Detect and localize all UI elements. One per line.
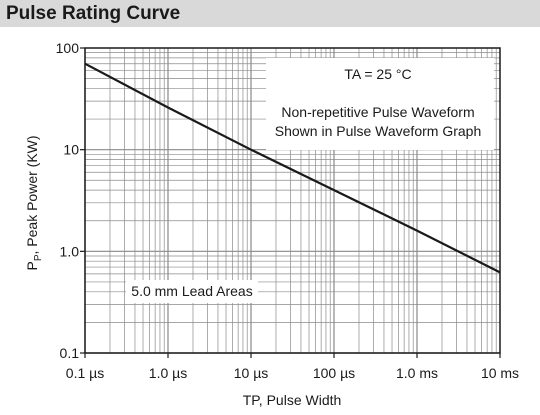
chart-header: Pulse Rating Curve: [0, 0, 540, 27]
y-tick-label: 10: [63, 142, 79, 158]
y-axis-label-sub: P: [33, 254, 44, 261]
annotation-box-lead: [126, 280, 258, 303]
x-tick-label: 1.0 µs: [149, 365, 187, 381]
y-axis-label-p: P: [24, 261, 40, 270]
y-axis-label: PP, Peak Power (KW): [24, 135, 44, 270]
annotation-boxes: [126, 58, 494, 303]
annotation-lead-areas: 5.0 mm Lead Areas: [131, 283, 252, 299]
y-tick-label: 1.0: [60, 243, 80, 259]
annotation-temperature: TA = 25 °C: [344, 66, 411, 82]
annotation-waveform-line1: Non-repetitive Pulse Waveform: [281, 104, 474, 120]
x-tick-label: 0.1 µs: [66, 365, 104, 381]
series-line-peak-power: [84, 62, 501, 274]
annotation-box-conditions: [266, 58, 494, 150]
x-tick-label: 1.0 ms: [396, 365, 438, 381]
y-axis-label-rest: , Peak Power (KW): [24, 135, 40, 254]
tick-labels: 0.1 µs 1.0 µs 10 µs 100 µs 1.0 ms 10 ms 0.1 1.0…: [56, 40, 519, 381]
x-tick-label: 10 µs: [234, 365, 269, 381]
annotation-waveform-line2: Shown in Pulse Waveform Graph: [275, 123, 481, 139]
chart-title: Pulse Rating Curve: [6, 3, 181, 24]
x-tick-label: 100 µs: [313, 365, 355, 381]
x-axis-label: TP, Pulse Width: [243, 392, 342, 408]
y-tick-label: 100: [56, 40, 80, 56]
y-tick-label: 0.1: [60, 345, 80, 361]
plot-border: [84, 47, 501, 354]
series-layer: [84, 62, 501, 274]
x-tick-label: 10 ms: [481, 365, 519, 381]
plot-frame: [80, 47, 501, 358]
